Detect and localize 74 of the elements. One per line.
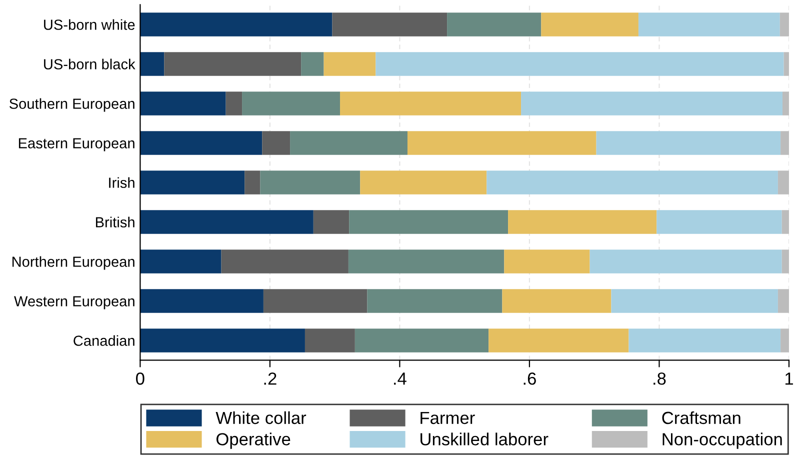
bar [447,12,542,36]
bar [628,328,781,352]
bar [324,52,376,76]
bar [360,170,487,194]
y-tick-label: Western European [14,296,134,310]
bar [140,131,262,155]
bar [504,250,590,274]
bar [782,210,789,234]
bar [367,289,502,313]
x-tick-label: .8 [654,372,666,385]
x-tick-label: 1 [785,372,793,385]
y-tick-label: Northern European [12,256,134,270]
bar [140,12,332,36]
bar [348,250,504,274]
bar [778,170,789,194]
bar [778,289,789,313]
x-tick-label: .6 [524,372,536,385]
bar [140,170,245,194]
bar [349,210,508,234]
bar [638,12,780,36]
y-tick-label: Canadian [74,335,134,346]
bar [407,131,596,155]
bar [263,289,368,313]
bar [780,12,789,36]
bar [780,328,789,352]
legend-label: White collar [216,411,306,424]
bar [486,170,778,194]
x-tick-label: 0 [136,372,144,385]
bar [140,52,164,76]
bar [611,289,778,313]
bar [590,250,782,274]
bar [140,289,264,313]
bar [260,170,360,194]
y-tick-label: Eastern European [18,138,134,152]
legend-label: Farmer [420,412,475,424]
legend-label: Unskilled laborer [420,432,548,446]
bar [140,328,305,352]
bar [301,52,324,76]
bar [140,210,314,234]
bar [262,131,290,155]
legend-label: Non-occupation [662,432,782,449]
bar [221,250,348,274]
bar [140,92,226,116]
bar [780,131,789,155]
y-tick-label: British [96,216,134,228]
bar [782,92,789,116]
y-tick-label: Southern European [10,98,134,112]
x-tick-label: .4 [394,372,406,385]
bar [242,92,340,116]
x-tick-label: .2 [264,372,276,385]
bar [164,52,302,76]
bar [226,92,242,116]
bar [376,52,784,76]
bar [488,328,629,352]
bar [332,12,448,36]
bar [541,12,638,36]
bar [340,92,522,116]
y-tick-label: US-born white [44,19,135,30]
bar [313,210,350,234]
bar [304,328,355,352]
bar [244,170,260,194]
bar [502,289,612,313]
legend-label: Operative [216,432,290,449]
bar [290,131,408,155]
bar [596,131,781,155]
y-tick-label: Irish [109,177,134,188]
bar [140,250,222,274]
bar [656,210,782,234]
bar [354,328,489,352]
bar [782,250,789,274]
legend-label: Craftsman [662,411,740,424]
bar [521,92,782,116]
bar [508,210,657,234]
y-tick-label: US-born black [44,58,136,70]
